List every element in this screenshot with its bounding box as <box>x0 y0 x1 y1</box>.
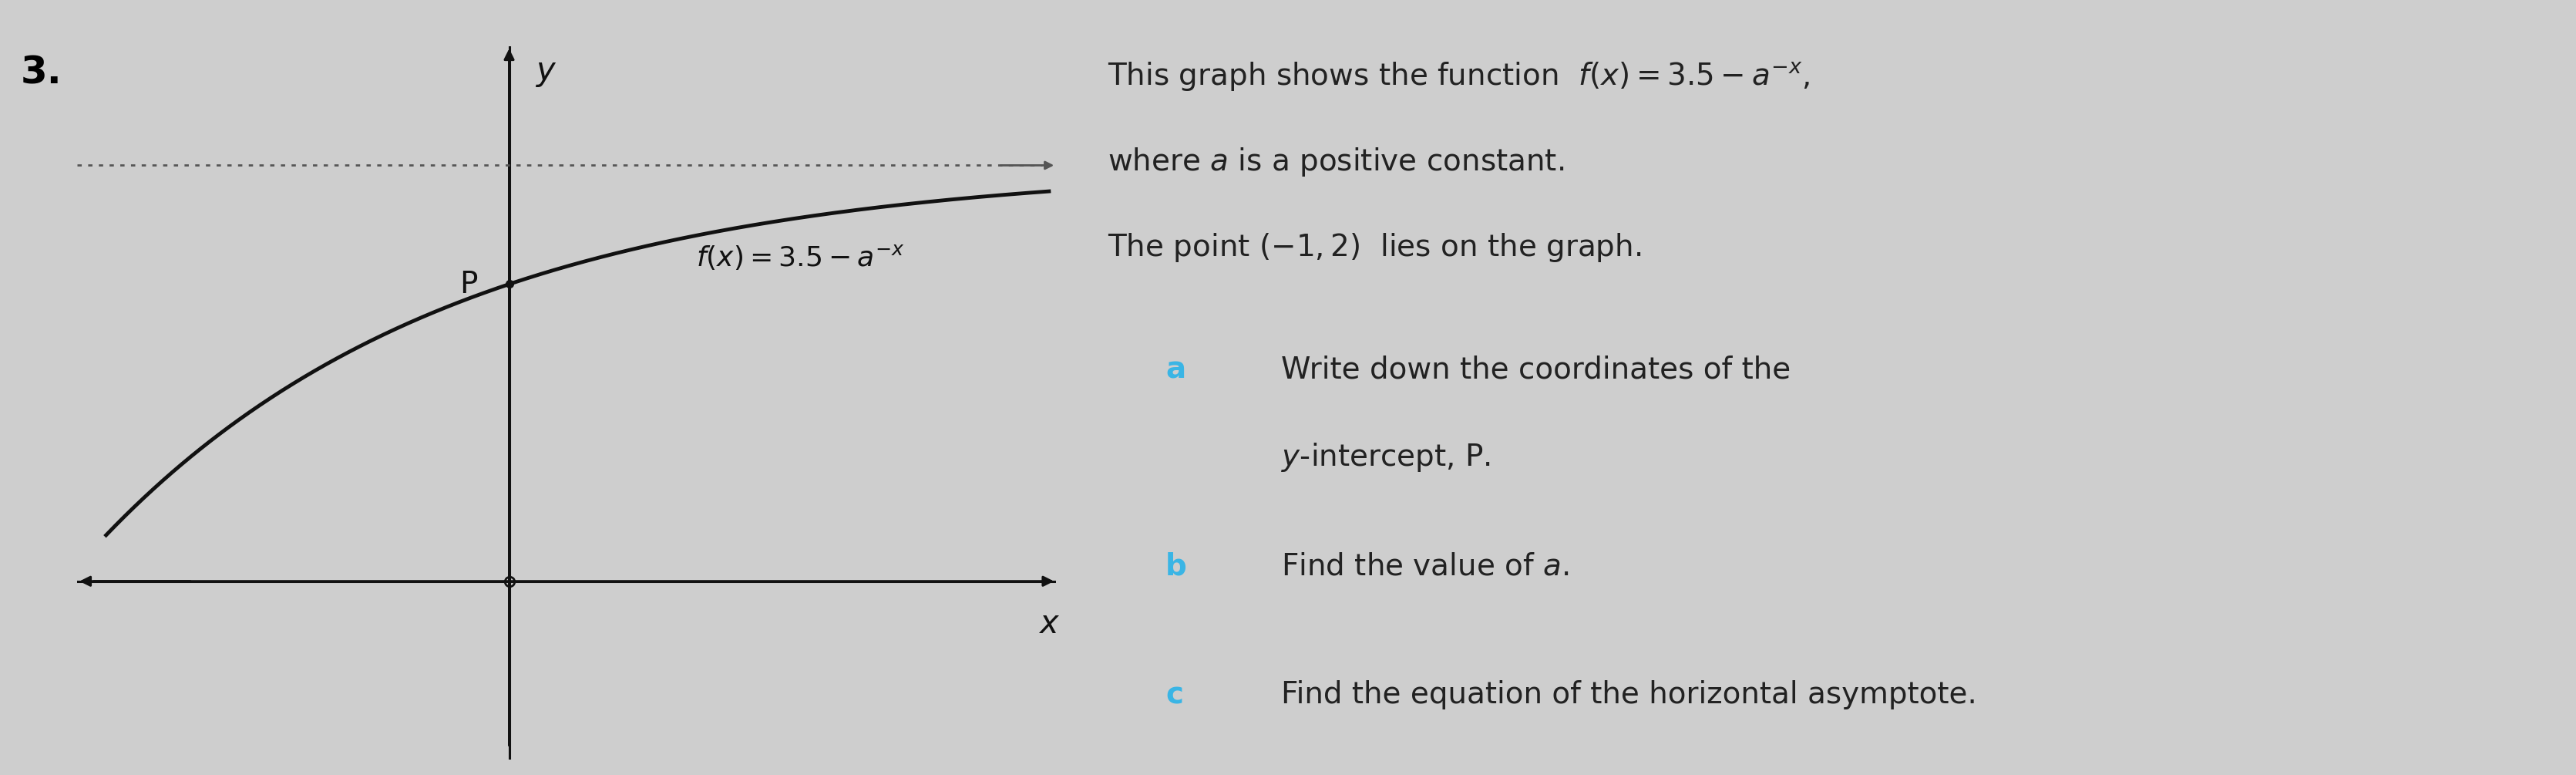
Text: Find the value of $a$.: Find the value of $a$. <box>1280 552 1569 581</box>
Text: b: b <box>1164 552 1188 581</box>
Text: $y$-intercept, P.: $y$-intercept, P. <box>1280 441 1492 474</box>
Text: Write down the coordinates of the: Write down the coordinates of the <box>1280 355 1790 384</box>
Text: where $a$ is a positive constant.: where $a$ is a positive constant. <box>1108 146 1564 178</box>
Text: $x$: $x$ <box>1038 608 1059 640</box>
Text: Find the equation of the horizontal asymptote.: Find the equation of the horizontal asym… <box>1280 680 1976 710</box>
Text: 3.: 3. <box>21 54 62 91</box>
Text: a: a <box>1164 355 1185 384</box>
Text: P: P <box>459 270 477 299</box>
Text: $f(x)=3.5-a^{-x}$: $f(x)=3.5-a^{-x}$ <box>696 243 904 271</box>
Text: The point $(-1, 2)$  lies on the graph.: The point $(-1, 2)$ lies on the graph. <box>1108 231 1641 264</box>
Text: $y$: $y$ <box>536 56 556 88</box>
Text: c: c <box>1164 680 1182 710</box>
Text: This graph shows the function  $f(x) = 3.5 - a^{-x}$,: This graph shows the function $f(x) = 3.… <box>1108 60 1811 92</box>
